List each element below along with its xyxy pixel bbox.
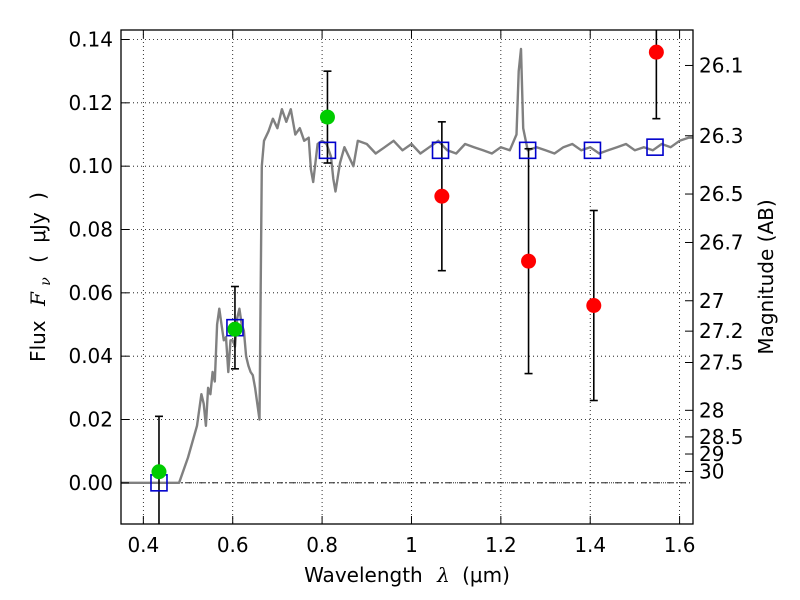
model-photometry-series	[150, 138, 664, 492]
y-axis-label-symbol: F	[26, 291, 50, 307]
observed-points	[151, 44, 664, 480]
magnitude-tick-label: 26.7	[699, 230, 744, 254]
y-tick-label: 0.04	[68, 344, 113, 368]
plot-frame	[120, 29, 694, 525]
model-photometry-square	[318, 141, 337, 160]
y-axis-label: Flux F ν ( μJy )	[26, 192, 55, 362]
magnitude-tick-label: 28	[699, 398, 724, 422]
y-tick-label: 0.08	[68, 218, 113, 242]
y-axis-label-text: Flux	[26, 320, 50, 362]
magnitude-tick-label: 27.2	[699, 319, 744, 343]
model-photometry-square	[518, 141, 537, 160]
green-data-point	[151, 464, 167, 480]
x-tick-label: 0.4	[127, 533, 159, 557]
model-photometry-square	[646, 138, 664, 156]
magnitude-tick-label: 27.5	[699, 351, 744, 375]
y-tick-label: 0.00	[68, 471, 113, 495]
y-tick-label: 0.14	[68, 28, 113, 52]
magnitude-tick-label: 28.5	[699, 425, 744, 449]
red-data-point	[586, 298, 602, 313]
green-data-point	[227, 321, 243, 337]
x-axis-label: Wavelength λ (μm)	[304, 563, 510, 587]
x-tick-label: 1.6	[664, 533, 696, 557]
y-tick-label: 0.02	[68, 408, 113, 432]
grid-lines	[121, 30, 693, 524]
red-data-point	[648, 44, 664, 60]
x-tick-label: 0.6	[217, 533, 249, 557]
x-tick-label: 1.2	[485, 533, 517, 557]
red-data-point	[521, 253, 537, 269]
magnitude-tick-label: 26.1	[699, 53, 744, 77]
magnitude-tick-label: 26.5	[699, 182, 744, 206]
model-photometry-square	[583, 141, 602, 160]
magnitude-tick-label: 27	[699, 289, 724, 313]
x-axis-ticks: 0.4 0.6 0.8 1 1.2 1.4 1.6	[127, 30, 696, 557]
x-tick-label: 1.4	[574, 533, 606, 557]
model-sed-series	[121, 47, 693, 484]
x-tick-label: 0.8	[306, 533, 338, 557]
green-data-point	[319, 109, 335, 125]
x-tick-label: 1	[405, 533, 418, 557]
x-axis-label-text: Wavelength	[304, 563, 423, 587]
x-axis-label-unit: (μm)	[462, 563, 510, 587]
magnitude-tick-label: 26.3	[699, 124, 744, 148]
y-axis-ticks: 0.00 0.02 0.04 0.06 0.08 0.10 0.12 0.14	[68, 28, 129, 495]
y-axis-label-subscript: ν	[38, 277, 54, 286]
red-data-point	[434, 188, 450, 204]
y-axis-label-paren-close: )	[26, 192, 50, 200]
magnitude-axis-label: Magnitude (AB)	[754, 199, 778, 354]
magnitude-tick-label: 30	[699, 459, 724, 483]
x-axis-label-symbol: λ	[436, 563, 450, 587]
y-tick-label: 0.06	[68, 281, 113, 305]
y-tick-label: 0.12	[68, 91, 113, 115]
magnitude-tick-label: 29	[699, 442, 724, 466]
model-photometry-square	[431, 141, 450, 160]
model-sed-line	[121, 47, 693, 484]
y-axis-label-paren-open: (	[26, 255, 50, 263]
y-tick-label: 0.10	[68, 154, 113, 178]
y-axis-label-unit: μJy	[26, 212, 50, 243]
